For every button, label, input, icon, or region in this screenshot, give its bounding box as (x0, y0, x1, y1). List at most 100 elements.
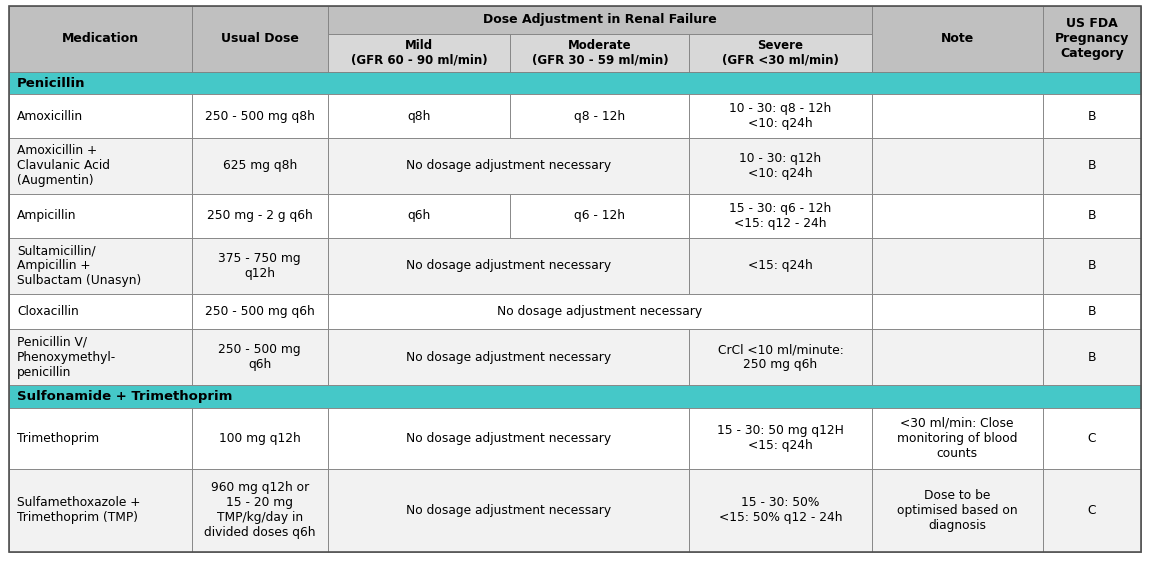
Bar (689, 469, 872, 552)
Text: Medication: Medication (62, 33, 139, 45)
Bar (192, 194, 328, 237)
Text: <15: q24h: <15: q24h (749, 259, 813, 272)
Bar (872, 469, 1043, 552)
Text: No dosage adjustment necessary: No dosage adjustment necessary (406, 504, 611, 517)
Text: 15 - 30: 50 mg q12H
<15: q24h: 15 - 30: 50 mg q12H <15: q24h (718, 424, 844, 452)
Text: Amoxicillin +
Clavulanic Acid
(Augmentin): Amoxicillin + Clavulanic Acid (Augmentin… (17, 144, 110, 187)
Bar (689, 94, 872, 138)
Bar (328, 34, 511, 72)
Text: 625 mg q8h: 625 mg q8h (223, 159, 297, 172)
Bar (328, 469, 689, 552)
Text: Usual Dose: Usual Dose (221, 33, 299, 45)
Text: No dosage adjustment necessary: No dosage adjustment necessary (406, 159, 611, 172)
Text: US FDA
Pregnancy
Category: US FDA Pregnancy Category (1055, 17, 1129, 61)
Text: No dosage adjustment necessary: No dosage adjustment necessary (406, 351, 611, 364)
Bar (9, 407, 192, 469)
Bar (328, 138, 689, 194)
Text: No dosage adjustment necessary: No dosage adjustment necessary (497, 305, 703, 318)
Text: q6 - 12h: q6 - 12h (574, 210, 626, 222)
Text: B: B (1088, 351, 1096, 364)
Bar (328, 329, 689, 385)
Text: <30 ml/min: Close
monitoring of blood
counts: <30 ml/min: Close monitoring of blood co… (897, 417, 1018, 460)
Text: 250 - 500 mg q8h: 250 - 500 mg q8h (205, 109, 315, 123)
Bar (192, 6, 328, 72)
Bar (872, 6, 1043, 72)
Bar (511, 194, 689, 237)
Bar (872, 94, 1043, 138)
Text: 375 - 750 mg
q12h: 375 - 750 mg q12h (218, 251, 301, 279)
Bar (689, 329, 872, 385)
Bar (872, 329, 1043, 385)
Text: C: C (1088, 504, 1096, 517)
Bar (689, 194, 872, 237)
Bar (192, 293, 328, 329)
Text: B: B (1088, 159, 1096, 172)
Bar (9, 194, 192, 237)
Text: Note: Note (941, 33, 974, 45)
Text: Dose Adjustment in Renal Failure: Dose Adjustment in Renal Failure (483, 13, 716, 26)
Text: Dose to be
optimised based on
diagnosis: Dose to be optimised based on diagnosis (897, 489, 1018, 532)
Text: 100 mg q12h: 100 mg q12h (218, 431, 300, 445)
Text: No dosage adjustment necessary: No dosage adjustment necessary (406, 259, 611, 272)
Bar (689, 237, 872, 293)
Bar (1043, 237, 1141, 293)
Text: Amoxicillin: Amoxicillin (17, 109, 84, 123)
Bar (1043, 6, 1141, 72)
Bar (1043, 293, 1141, 329)
Bar (1043, 329, 1141, 385)
Text: No dosage adjustment necessary: No dosage adjustment necessary (406, 431, 611, 445)
Text: Sultamicillin/
Ampicillin +
Sulbactam (Unasyn): Sultamicillin/ Ampicillin + Sulbactam (U… (17, 244, 141, 287)
Bar (872, 237, 1043, 293)
Bar (328, 407, 689, 469)
Text: 10 - 30: q8 - 12h
<10: q24h: 10 - 30: q8 - 12h <10: q24h (729, 102, 831, 130)
Bar (689, 34, 872, 72)
Bar (9, 72, 1141, 94)
Bar (192, 94, 328, 138)
Bar (511, 94, 689, 138)
Bar (872, 293, 1043, 329)
Text: q8h: q8h (407, 109, 431, 123)
Bar (9, 138, 192, 194)
Text: q6h: q6h (407, 210, 431, 222)
Text: 250 - 500 mg q6h: 250 - 500 mg q6h (205, 305, 315, 318)
Bar (689, 407, 872, 469)
Text: 250 - 500 mg
q6h: 250 - 500 mg q6h (218, 343, 301, 371)
Bar (328, 6, 872, 34)
Bar (9, 237, 192, 293)
Bar (689, 138, 872, 194)
Text: Sulfamethoxazole +
Trimethoprim (TMP): Sulfamethoxazole + Trimethoprim (TMP) (17, 496, 140, 524)
Text: 960 mg q12h or
15 - 20 mg
TMP/kg/day in
divided doses q6h: 960 mg q12h or 15 - 20 mg TMP/kg/day in … (204, 481, 315, 540)
Bar (9, 293, 192, 329)
Bar (328, 293, 872, 329)
Bar (1043, 94, 1141, 138)
Bar (192, 469, 328, 552)
Text: Cloxacillin: Cloxacillin (17, 305, 79, 318)
Text: Ampicillin: Ampicillin (17, 210, 77, 222)
Bar (1043, 138, 1141, 194)
Bar (328, 194, 511, 237)
Bar (328, 237, 689, 293)
Text: Penicillin: Penicillin (17, 77, 86, 90)
Text: CrCl <10 ml/minute:
250 mg q6h: CrCl <10 ml/minute: 250 mg q6h (718, 343, 843, 371)
Text: C: C (1088, 431, 1096, 445)
Text: B: B (1088, 259, 1096, 272)
Text: Trimethoprim: Trimethoprim (17, 431, 99, 445)
Text: B: B (1088, 109, 1096, 123)
Text: Penicillin V/
Phenoxymethyl-
penicillin: Penicillin V/ Phenoxymethyl- penicillin (17, 336, 116, 379)
Text: 10 - 30: q12h
<10: q24h: 10 - 30: q12h <10: q24h (739, 152, 821, 180)
Bar (872, 138, 1043, 194)
Bar (9, 329, 192, 385)
Text: q8 - 12h: q8 - 12h (574, 109, 626, 123)
Text: 15 - 30: 50%
<15: 50% q12 - 24h: 15 - 30: 50% <15: 50% q12 - 24h (719, 496, 842, 524)
Text: B: B (1088, 305, 1096, 318)
Bar (511, 34, 689, 72)
Text: Sulfonamide + Trimethoprim: Sulfonamide + Trimethoprim (17, 390, 232, 403)
Bar (1043, 469, 1141, 552)
Bar (192, 237, 328, 293)
Bar (192, 329, 328, 385)
Text: 250 mg - 2 g q6h: 250 mg - 2 g q6h (207, 210, 313, 222)
Bar (192, 138, 328, 194)
Text: B: B (1088, 210, 1096, 222)
Bar (328, 94, 511, 138)
Bar (9, 6, 192, 72)
